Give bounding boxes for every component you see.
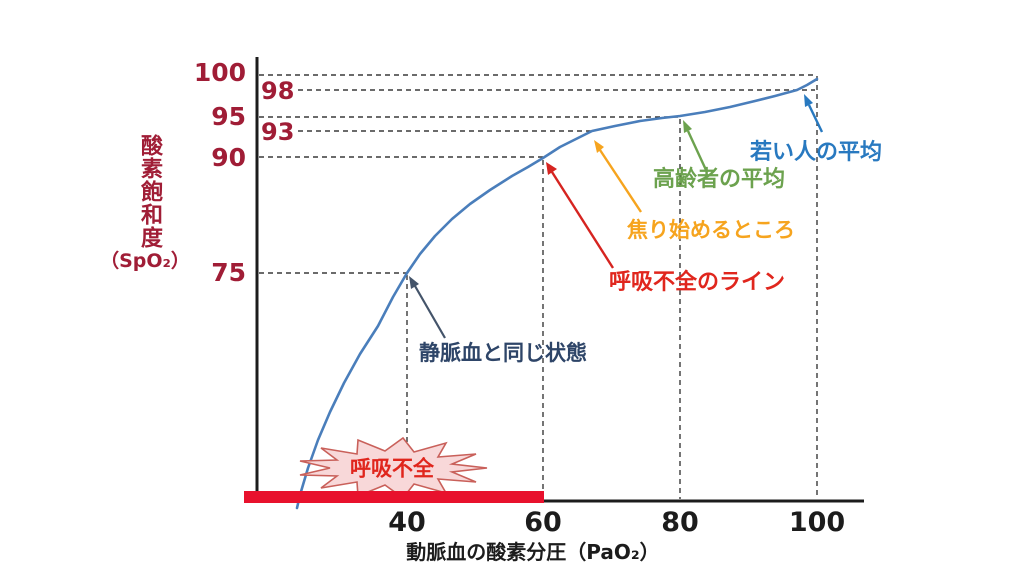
annotation-start-to-worry: 焦り始めるところ <box>627 218 795 242</box>
x-tick-100: 100 <box>788 507 846 538</box>
x-axis-title: 動脈血の酸素分圧（PaO₂） <box>406 540 660 564</box>
x-tick-40: 40 <box>388 507 426 538</box>
annotation-elderly-average: 高齢者の平均 <box>653 167 786 192</box>
y-tick-75: 75 <box>211 258 246 287</box>
venous-arrowhead <box>409 276 419 289</box>
annotation-arrows <box>409 94 824 339</box>
annotation-young-average: 若い人の平均 <box>750 140 883 165</box>
respiratory-failure-bar <box>244 491 544 503</box>
worry-arrow <box>598 149 643 213</box>
young-arrow <box>807 104 824 133</box>
elderly-arrowhead <box>683 120 692 133</box>
y-tick-98: 98 <box>261 77 295 105</box>
y-tick-93: 93 <box>261 118 295 146</box>
young-arrowhead <box>804 94 813 107</box>
dissociation-curve <box>295 77 819 510</box>
venous-arrow <box>414 285 446 339</box>
y-axis-title: 酸素飽和度 <box>137 134 162 249</box>
annotation-venous-blood: 静脈血と同じ状態 <box>419 341 587 365</box>
annotation-respiratory-failure: 呼吸不全 <box>350 456 434 481</box>
x-tick-80: 80 <box>661 507 699 538</box>
failure-line-arrow <box>550 171 615 269</box>
failure-line-arrowhead <box>546 162 557 175</box>
horizontal-guides <box>259 74 817 274</box>
worry-arrowhead <box>594 140 604 153</box>
x-tick-60: 60 <box>524 507 562 538</box>
y-tick-100: 100 <box>193 58 246 87</box>
starburst-shape <box>299 436 488 500</box>
y-tick-90: 90 <box>211 143 246 172</box>
vertical-guides <box>406 76 818 499</box>
y-axis-unit: （SpO₂） <box>100 250 190 272</box>
y-tick-95: 95 <box>211 102 246 131</box>
elderly-arrow <box>686 130 708 171</box>
annotation-failure-line: 呼吸不全のライン <box>609 270 786 295</box>
